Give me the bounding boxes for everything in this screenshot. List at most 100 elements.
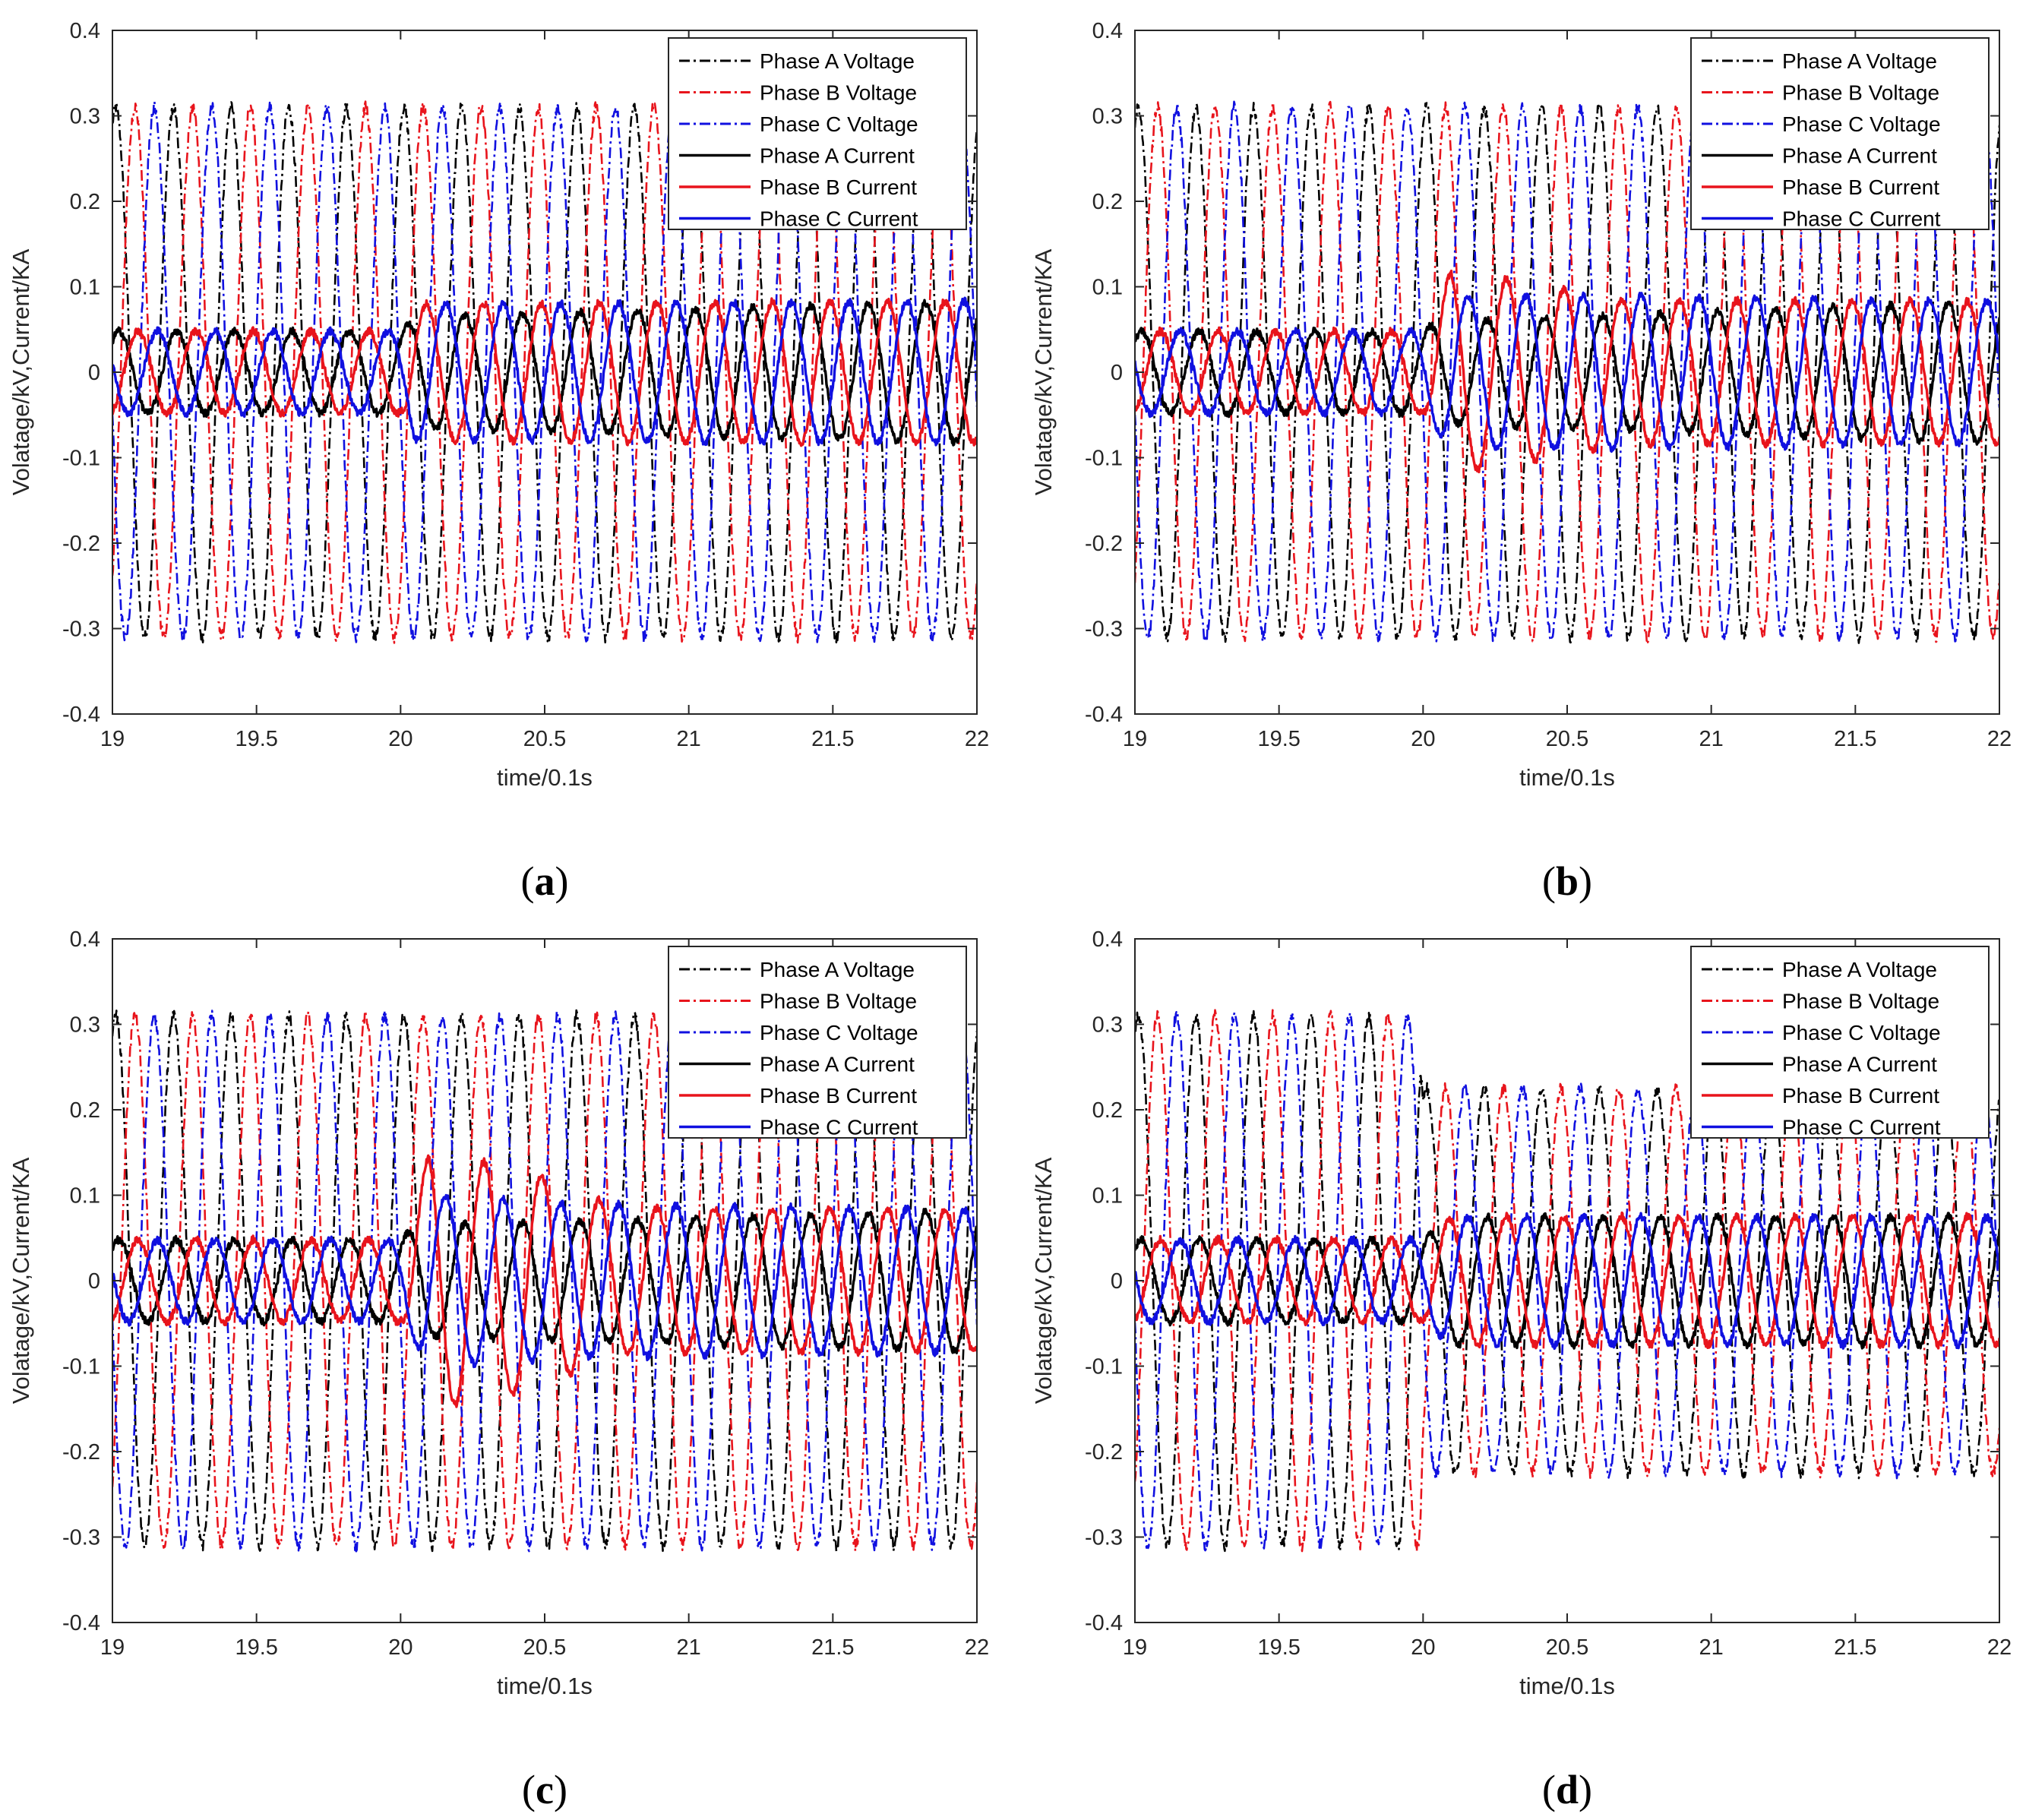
x-tick-label: 19.5	[235, 1635, 277, 1660]
x-tick-label: 22	[965, 1635, 989, 1660]
legend-entry: Phase C Current	[1782, 207, 1941, 231]
y-tick-label: -0.2	[62, 532, 100, 556]
series-line-phase-a-voltage	[1135, 1010, 1999, 1553]
legend-entry: Phase B Current	[1782, 175, 1939, 199]
y-tick-label: -0.2	[1085, 1440, 1123, 1465]
y-tick-label: -0.1	[1085, 1355, 1123, 1379]
legend-entry: Phase A Current	[1782, 1053, 1937, 1076]
legend-entry: Phase A Current	[1782, 144, 1937, 168]
y-tick-label: -0.4	[1085, 1611, 1123, 1635]
y-tick-label: -0.1	[62, 1355, 100, 1379]
legend: Phase A Voltage Phase B Voltage Phase C Vo…	[1690, 946, 1990, 1139]
legend-entry: Phase A Current	[760, 144, 915, 168]
series-line-phase-b-voltage	[1135, 1009, 1999, 1553]
x-tick-label: 21.5	[811, 727, 854, 751]
legend: Phase A Voltage Phase B Voltage Phase C Vo…	[668, 37, 967, 231]
legend-entry: Phase C Voltage	[1782, 112, 1941, 136]
y-tick-label: 0	[88, 361, 100, 385]
caption-letter: b	[1556, 858, 1579, 904]
series-group	[1135, 1009, 1999, 1553]
legend-entry: Phase A Current	[760, 1053, 915, 1076]
y-tick-label: 0.3	[1092, 105, 1123, 129]
x-tick-label: 20.5	[523, 1635, 566, 1660]
legend-entry: Phase B Voltage	[1782, 990, 1939, 1013]
y-tick-label: 0.1	[70, 1184, 100, 1209]
y-tick-label: 0.3	[1092, 1013, 1123, 1038]
y-tick-label: -0.4	[62, 703, 100, 727]
series-line-phase-b-current	[112, 1154, 977, 1408]
series-line-phase-b-voltage	[1135, 100, 1999, 643]
x-tick-label: 19	[1123, 1635, 1147, 1660]
y-tick-label: 0	[88, 1269, 100, 1294]
y-axis-label: Volatage/kV,Current/KA	[1030, 248, 1057, 495]
panel-caption: (c)	[522, 1767, 567, 1812]
x-tick-label: 20	[1411, 727, 1435, 751]
y-tick-label: 0	[1111, 361, 1123, 385]
legend-box	[668, 946, 967, 1139]
x-tick-label: 22	[965, 727, 989, 751]
caption-letter: c	[536, 1767, 554, 1812]
x-tick-label: 20.5	[523, 727, 566, 751]
y-tick-label: 0.2	[1092, 190, 1123, 214]
x-axis-label: time/0.1s	[1519, 764, 1615, 791]
x-tick-label: 21	[1699, 1635, 1724, 1660]
legend-entry: Phase C Voltage	[760, 112, 918, 136]
caption-paren-open: (	[521, 858, 535, 904]
x-tick-label: 19.5	[1257, 1635, 1300, 1660]
x-tick-label: 21	[677, 1635, 701, 1660]
series-line-phase-a-voltage	[112, 100, 977, 644]
caption-paren-close: )	[1579, 858, 1592, 904]
series-line-phase-b-current	[1135, 1211, 1999, 1350]
y-tick-label: 0.1	[70, 276, 100, 300]
legend-box	[1690, 37, 1990, 230]
series-group	[1135, 100, 1999, 644]
panel-caption: (b)	[1542, 858, 1592, 904]
y-tick-label: -0.3	[1085, 1526, 1123, 1550]
y-axis-label: Volatage/kV,Current/KA	[8, 1157, 34, 1404]
y-tick-label: -0.1	[1085, 447, 1123, 471]
legend-entry: Phase C Current	[760, 1116, 918, 1139]
y-tick-label: -0.2	[1085, 532, 1123, 556]
y-axis-label: Volatage/kV,Current/KA	[1030, 1157, 1057, 1404]
y-tick-label: 0.4	[1092, 927, 1123, 952]
legend-entry: Phase A Voltage	[1782, 958, 1937, 981]
y-tick-label: 0.4	[70, 19, 100, 43]
series-line-phase-b-current	[112, 297, 977, 447]
legend-entry: Phase B Current	[1782, 1084, 1939, 1107]
x-axis-label: time/0.1s	[497, 1673, 593, 1699]
y-tick-label: 0	[1111, 1269, 1123, 1294]
series-line-phase-c-current	[1135, 1212, 1999, 1351]
x-tick-label: 19.5	[235, 727, 277, 751]
legend-box	[1690, 946, 1990, 1139]
caption-letter: a	[535, 858, 555, 904]
chart-panel-a: -0.4 -0.3 -0.2 -0.1 0 0.1 0.2 0.3 0.4 19 19.5 20 20.…	[8, 19, 989, 904]
series-line-phase-b-current	[1135, 269, 1999, 474]
chart-panel-d: -0.4 -0.3 -0.2 -0.1 0 0.1 0.2 0.3 0.4 19 19.5 20 20.…	[1030, 927, 2012, 1812]
legend-entry: Phase B Voltage	[760, 990, 917, 1013]
caption-paren-close: )	[554, 1767, 567, 1812]
y-tick-label: 0.1	[1092, 276, 1123, 300]
caption-paren-open: (	[522, 1767, 536, 1812]
x-tick-label: 22	[1987, 1635, 2012, 1660]
y-tick-label: 0.2	[70, 190, 100, 214]
legend-entry: Phase C Voltage	[760, 1021, 918, 1044]
caption-paren-open: (	[1542, 1767, 1556, 1812]
x-tick-label: 22	[1987, 727, 2012, 751]
x-tick-label: 19	[1123, 727, 1147, 751]
y-tick-label: 0.1	[1092, 1184, 1123, 1209]
x-axis-label: time/0.1s	[497, 764, 593, 791]
x-tick-label: 21.5	[1834, 1635, 1876, 1660]
caption-letter: d	[1556, 1767, 1579, 1812]
y-tick-label: 0.3	[70, 1013, 100, 1038]
x-tick-label: 20	[388, 727, 412, 751]
legend: Phase A Voltage Phase B Voltage Phase C Vo…	[668, 946, 967, 1139]
chart-panel-b: -0.4 -0.3 -0.2 -0.1 0 0.1 0.2 0.3 0.4 19 19.5 20 20.…	[1030, 19, 2012, 904]
y-tick-label: -0.2	[62, 1440, 100, 1465]
chart-panel-c: -0.4 -0.3 -0.2 -0.1 0 0.1 0.2 0.3 0.4 19 19.5 20 20.…	[8, 927, 989, 1812]
y-tick-label: -0.4	[1085, 703, 1123, 727]
y-tick-label: -0.4	[62, 1611, 100, 1635]
legend-entry: Phase B Current	[760, 1084, 917, 1107]
x-tick-label: 19	[100, 1635, 125, 1660]
series-group	[112, 100, 977, 644]
